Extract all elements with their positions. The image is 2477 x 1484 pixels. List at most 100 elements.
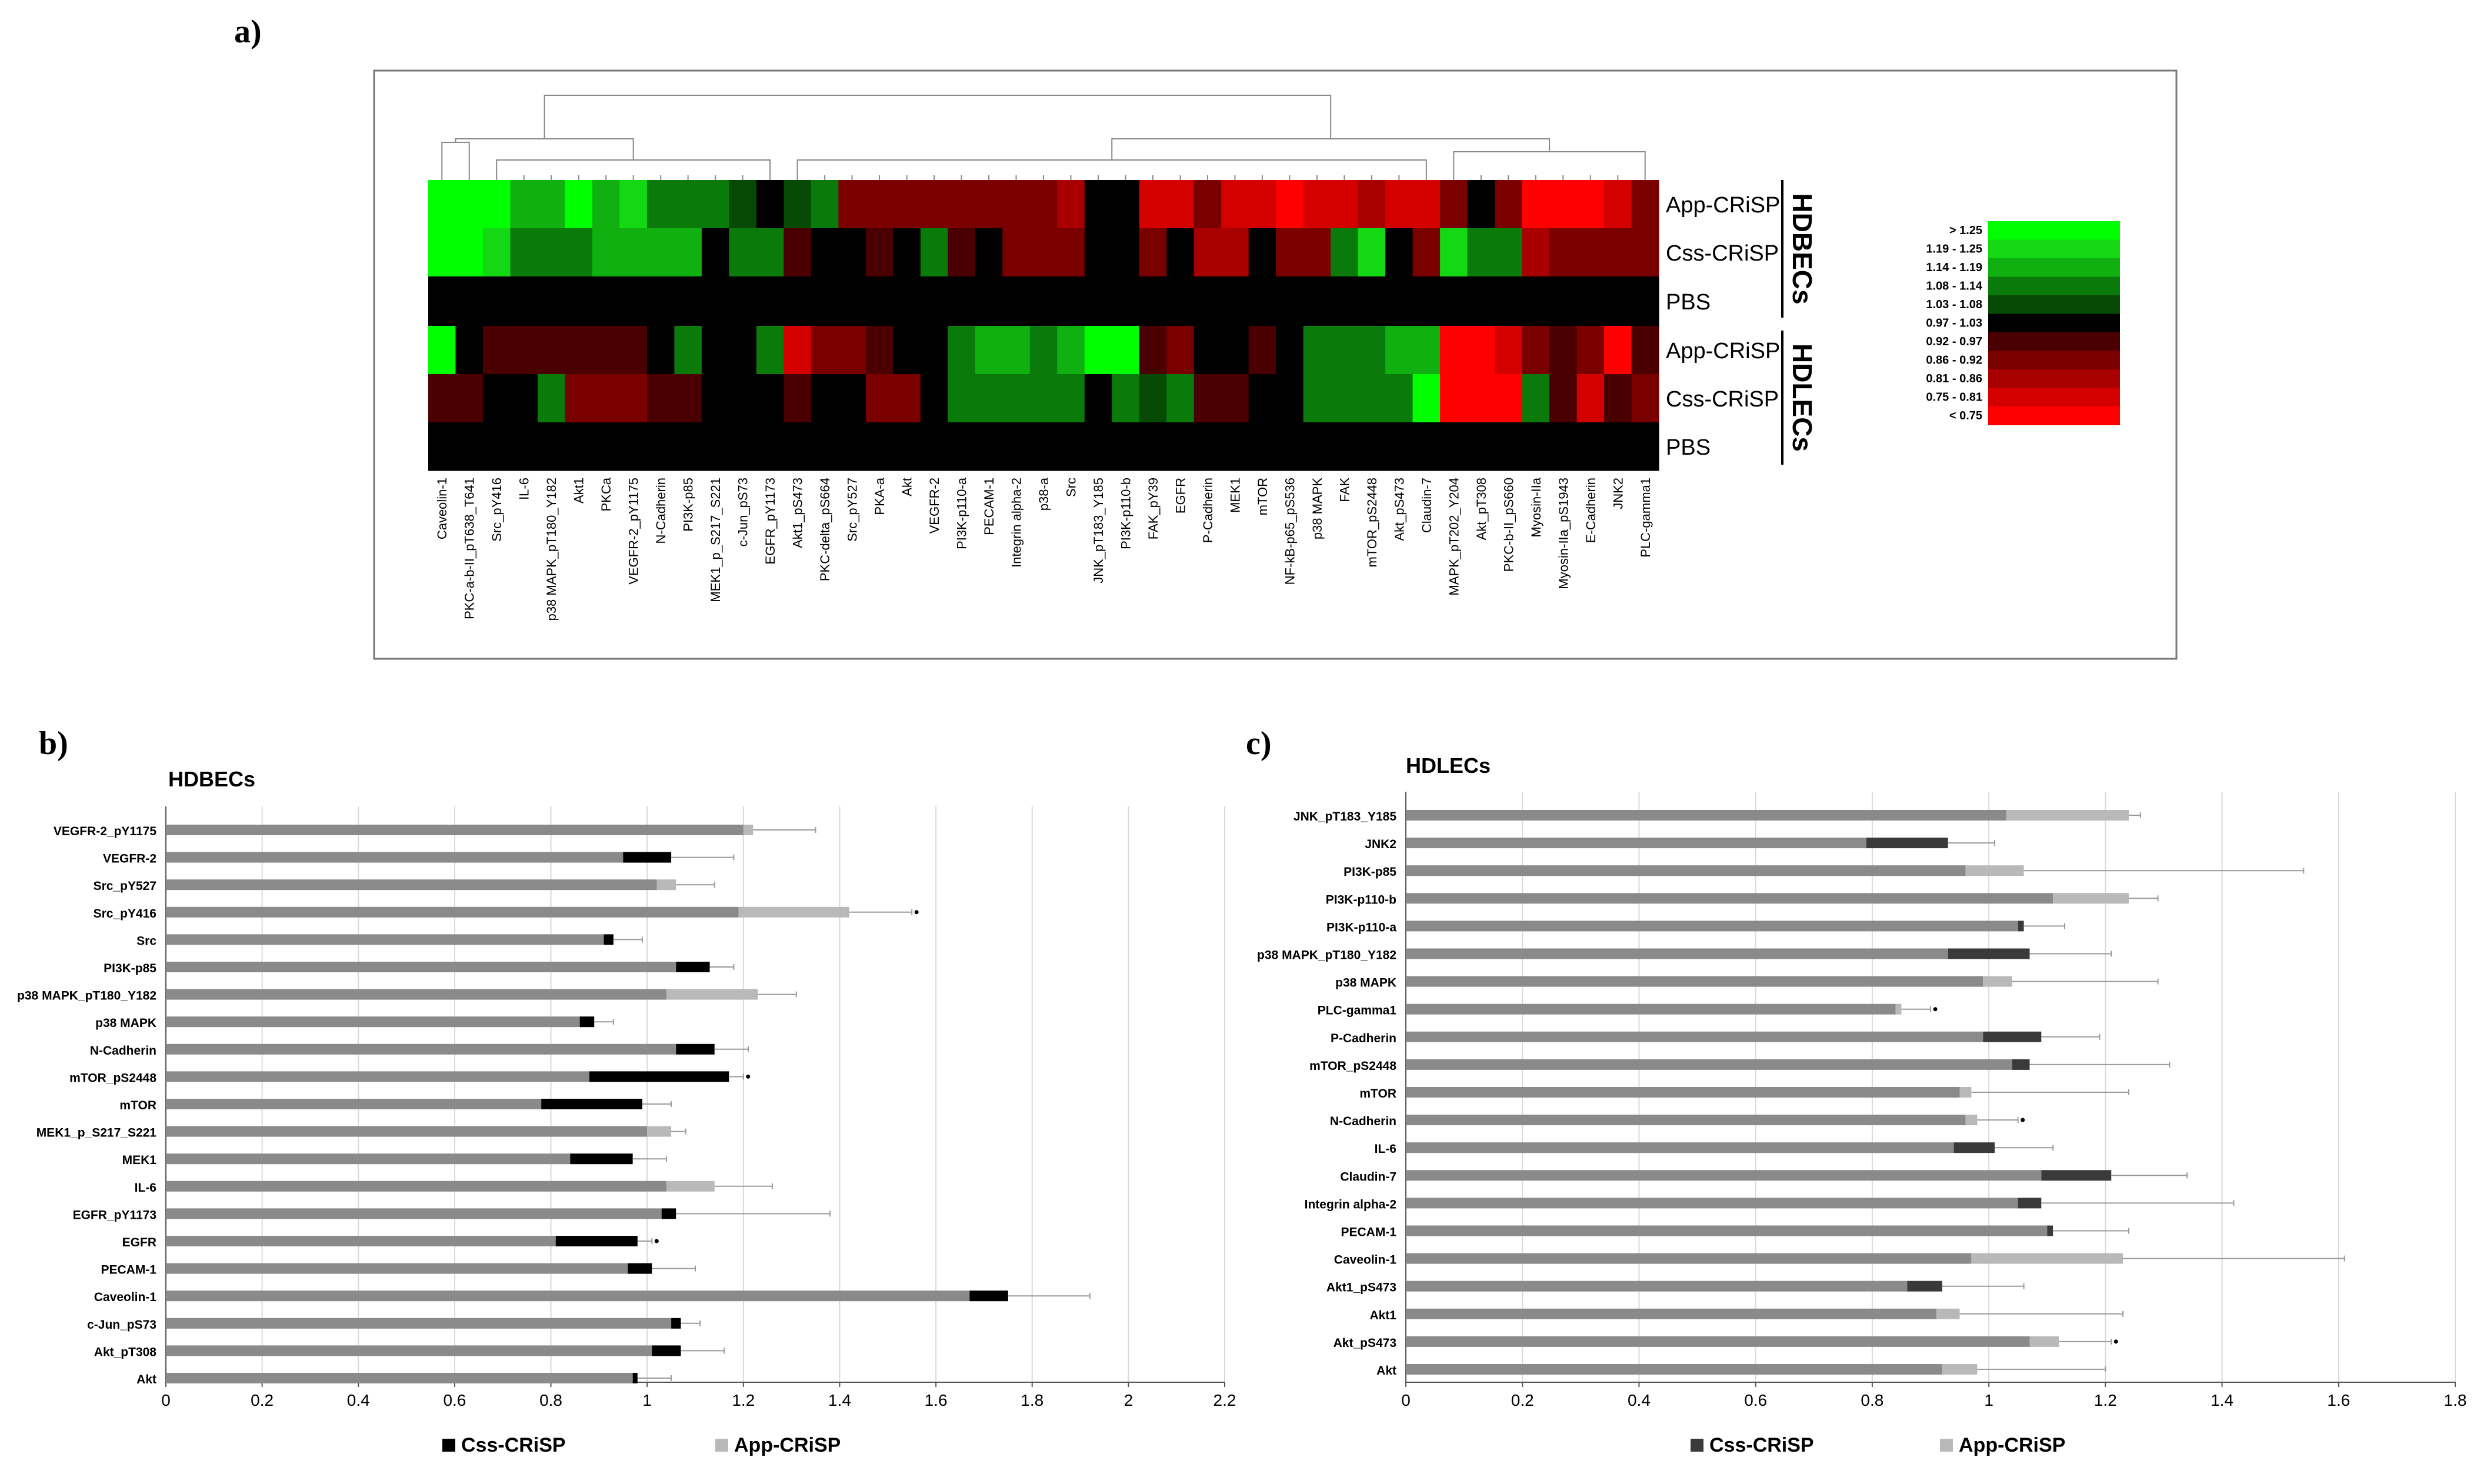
heatmap-cell [1248,228,1276,277]
heatmap-cell [428,276,456,326]
bar-delta [1907,1280,1942,1292]
legend-swatch [1988,332,2120,351]
bar-delta [570,1153,633,1165]
heatmap-cell [428,422,456,471]
heatmap-cell [537,326,566,375]
bar-delta [541,1099,642,1109]
heatmap-cell [784,276,812,326]
heatmap-column-label: Src_pY527 [845,478,860,542]
heatmap-cell [537,374,566,423]
heatmap-cell [756,228,784,277]
bar-delta [2012,1059,2030,1070]
legend-swatch-css [1691,1439,1703,1452]
heatmap-cell [1112,276,1140,326]
heatmap-cell [1166,228,1195,277]
heatmap-cell [565,276,593,326]
category-label: Caveolin-1 [94,1290,157,1304]
category-label: MEK1_p_S217_S221 [36,1126,157,1140]
heatmap-cell [1440,228,1468,277]
heatmap-column-label: FAK_pY39 [1146,478,1161,539]
bar-base [1406,1003,1896,1015]
heatmap-column-label: Src_pY416 [489,478,504,542]
bar-base [1406,865,1966,876]
bar-base [166,1290,970,1302]
heatmap-cell [729,276,757,326]
heatmap-column-label: PLC-gamma1 [1638,478,1653,558]
legend-swatch [1988,369,2120,388]
heatmap-column-label: IL-6 [517,478,532,500]
category-label: JNK2 [1365,838,1396,851]
heatmap-cell [948,374,976,423]
heatmap-column-label: PI3K-p110-a [955,477,969,549]
heatmap-row-label: App-CRiSP [1666,339,1780,364]
heatmap-cell [756,326,784,375]
heatmap-cell [1467,228,1495,277]
heatmap-column-label: c-Jun_pS73 [736,478,751,546]
heatmap-cell [1221,276,1249,326]
heatmap-cell [1221,326,1249,375]
heatmap-cell [537,276,566,326]
heatmap-cell [455,276,484,326]
heatmap-column-label: PKC-delta_pS664 [818,478,832,581]
heatmap-cell [784,326,812,375]
bar-base [1406,921,2018,932]
chart-hdbecs: HDBECs 0 0.2 0.4 0.6 0.8 1 1.2 1.4 1.6 1.8 2 2.2 VEGF… [17,767,1236,1456]
bar-base [1406,1364,1942,1375]
heatmap-cell [1522,276,1550,326]
legend-label-app: App-CRiSP [1959,1434,2065,1456]
category-label: Akt_pT308 [94,1345,157,1359]
x-tick-label: 1 [642,1391,652,1409]
heatmap-cell [1631,180,1659,229]
x-tick-label: 1.8 [2444,1391,2467,1409]
bar-delta [579,1016,595,1028]
heatmap-cell [1549,228,1578,277]
heatmap-cell [1576,276,1605,326]
heatmap-column-label: Integrin alpha-2 [1009,478,1024,568]
legend-swatch [1988,295,2120,314]
heatmap-column-label: Src [1064,478,1078,497]
heatmap-cell [920,228,948,277]
chart-title: HDBECs [168,767,255,791]
heatmap-row-label: PBS [1666,435,1711,460]
heatmap-cell [893,374,921,423]
heatmap-row-label: Css-CRiSP [1666,387,1779,412]
bar-delta [656,879,676,891]
dendrogram-link [441,142,470,175]
heatmap-cell [565,180,593,229]
heatmap-cell [1576,180,1605,229]
bar-base [1406,1142,1954,1153]
heatmap-row-label: App-CRiSP [1666,193,1780,218]
heatmap-cell [1221,374,1249,423]
heatmap-cell [428,228,456,277]
chart-title: HDLECs [1406,753,1491,778]
heatmap-cell [1166,326,1195,375]
heatmap-cell [1385,276,1413,326]
x-tick-label: 1 [1984,1391,1993,1409]
legend-swatch [1988,351,2120,370]
heatmap-cell [482,228,511,277]
heatmap-column-label: Akt [900,478,915,496]
heatmap-column-label: Myosin-IIa [1529,477,1543,537]
heatmap-cell [729,326,757,375]
heatmap-cell [592,180,621,229]
legend-label: > 1.25 [1949,224,1982,237]
heatmap-cell [893,276,921,326]
heatmap-cell [1029,180,1058,229]
heatmap-cell [838,326,866,375]
category-label: PI3K-p85 [104,962,156,975]
heatmap-column-label: Akt1_pS473 [791,478,805,548]
heatmap-column-label: PI3K-p85 [681,478,696,532]
category-label: VEGFR-2 [103,852,156,866]
heatmap-row-label: Css-CRiSP [1666,241,1779,266]
category-label: IL-6 [1375,1142,1396,1156]
category-label: P-Cadherin [1331,1032,1396,1045]
heatmap-cell [537,180,566,229]
heatmap-cell [1549,374,1578,423]
bar-base [166,1236,556,1246]
heatmap-cell [1604,326,1632,375]
heatmap-cell [784,374,812,423]
heatmap-cell [729,228,757,277]
category-label: Akt [1376,1364,1396,1378]
x-tick-label: 0.2 [251,1391,274,1409]
heatmap-cell [838,228,866,277]
